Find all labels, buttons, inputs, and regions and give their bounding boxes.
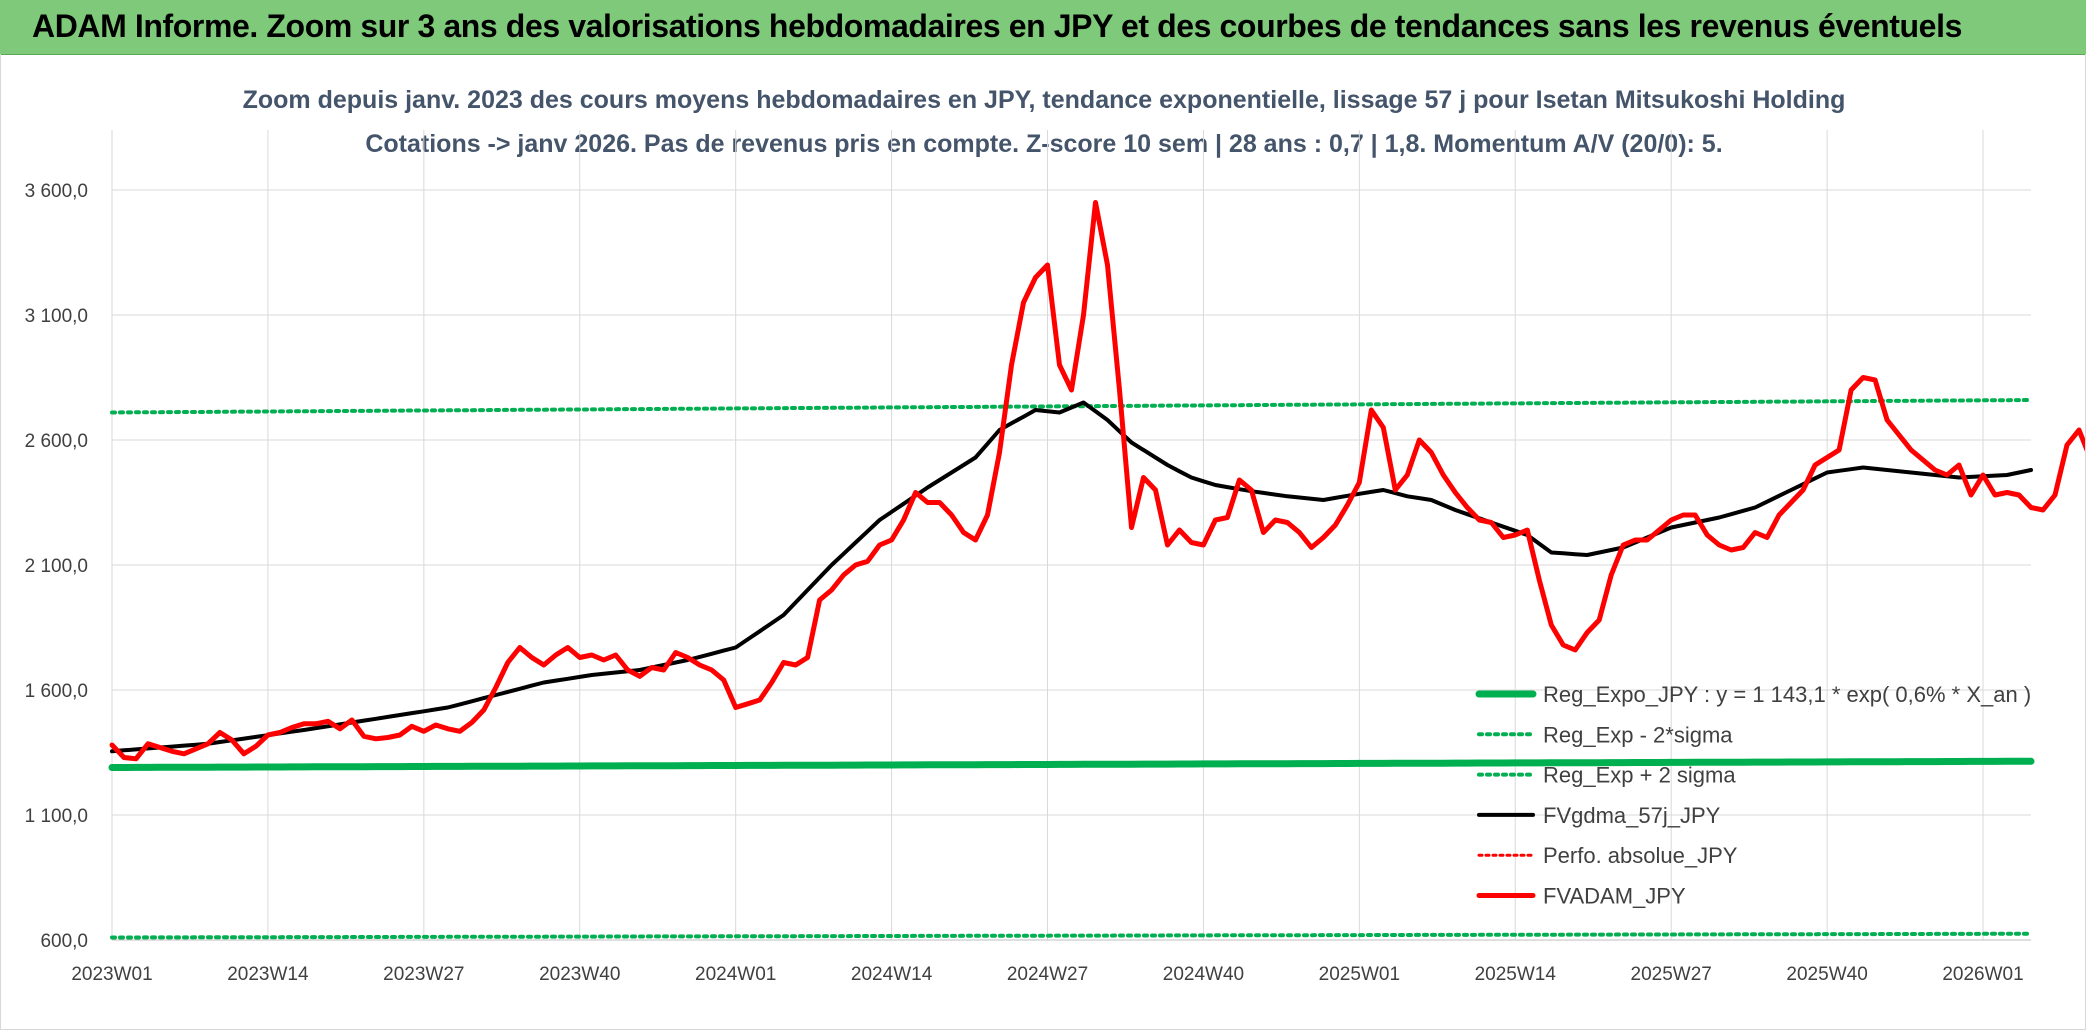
legend-label: Reg_Exp + 2 sigma [1543,763,1736,788]
x-tick-label: 2023W27 [383,964,464,985]
series-lines [108,200,2085,940]
legend-label: FVgdma_57j_JPY [1543,803,1721,828]
y-tick-label: 1 600,0 [25,681,88,702]
y-tick-label: 600,0 [40,931,88,952]
legend-label: Reg_Expo_JPY : y = 1 143,1 * exp( 0,6% *… [1543,682,2031,707]
chart-subtitle: Cotations -> janv 2026. Pas de revenus p… [365,130,1722,158]
series-line-fvadam-jpy [109,200,2085,762]
legend-label: Perfo. absolue_JPY [1543,843,1738,868]
x-tick-label: 2024W14 [851,964,933,985]
x-tick-label: 2025W14 [1475,964,1557,985]
x-tick-label: 2025W01 [1319,964,1400,985]
y-tick-label: 3 100,0 [25,306,88,327]
y-tick-label: 1 100,0 [25,806,88,827]
x-axis-ticks: 2023W01 2023W14 2023W27 2023W40 2024W01 2024W… [71,964,2023,985]
y-tick-label: 3 600,0 [25,181,88,202]
series-line-reg-exp-2-sigma [110,931,2033,940]
chart-frame: Zoom depuis janv. 2023 des cours moyens … [0,54,2086,1030]
legend-label: Reg_Exp - 2*sigma [1543,722,1733,747]
x-tick-label: 2023W14 [227,964,309,985]
legend-label: FVADAM_JPY [1543,884,1686,909]
x-tick-label: 2024W01 [695,964,776,985]
series-line-reg-expo-jpy-y-1-143-1-exp-0-6-x-an [108,757,2035,771]
y-tick-label: 2 100,0 [25,556,88,577]
chart-title: Zoom depuis janv. 2023 des cours moyens … [243,86,1846,114]
x-tick-label: 2024W40 [1163,964,1244,985]
y-axis-ticks: 600,0 1 100,0 1 600,0 2 100,0 2 600,0 3 100,0… [25,181,88,952]
x-tick-label: 2023W40 [539,964,620,985]
legend: Reg_Expo_JPY : y = 1 143,1 * exp( 0,6% *… [1475,682,2031,909]
x-tick-label: 2025W27 [1631,964,1712,985]
x-tick-label: 2026W01 [1942,964,2023,985]
x-tick-label: 2023W01 [71,964,152,985]
x-tick-label: 2025W40 [1786,964,1867,985]
gridlines [111,130,2031,941]
report-title: ADAM Informe. Zoom sur 3 ans des valoris… [32,8,1962,44]
x-tick-label: 2024W27 [1007,964,1088,985]
y-tick-label: 2 600,0 [25,431,88,452]
chart: Zoom depuis janv. 2023 des cours moyens … [25,86,2085,985]
report-banner: ADAM Informe. Zoom sur 3 ans des valoris… [0,0,2086,55]
series-line-fvgdma-57j-jpy [110,400,2033,754]
